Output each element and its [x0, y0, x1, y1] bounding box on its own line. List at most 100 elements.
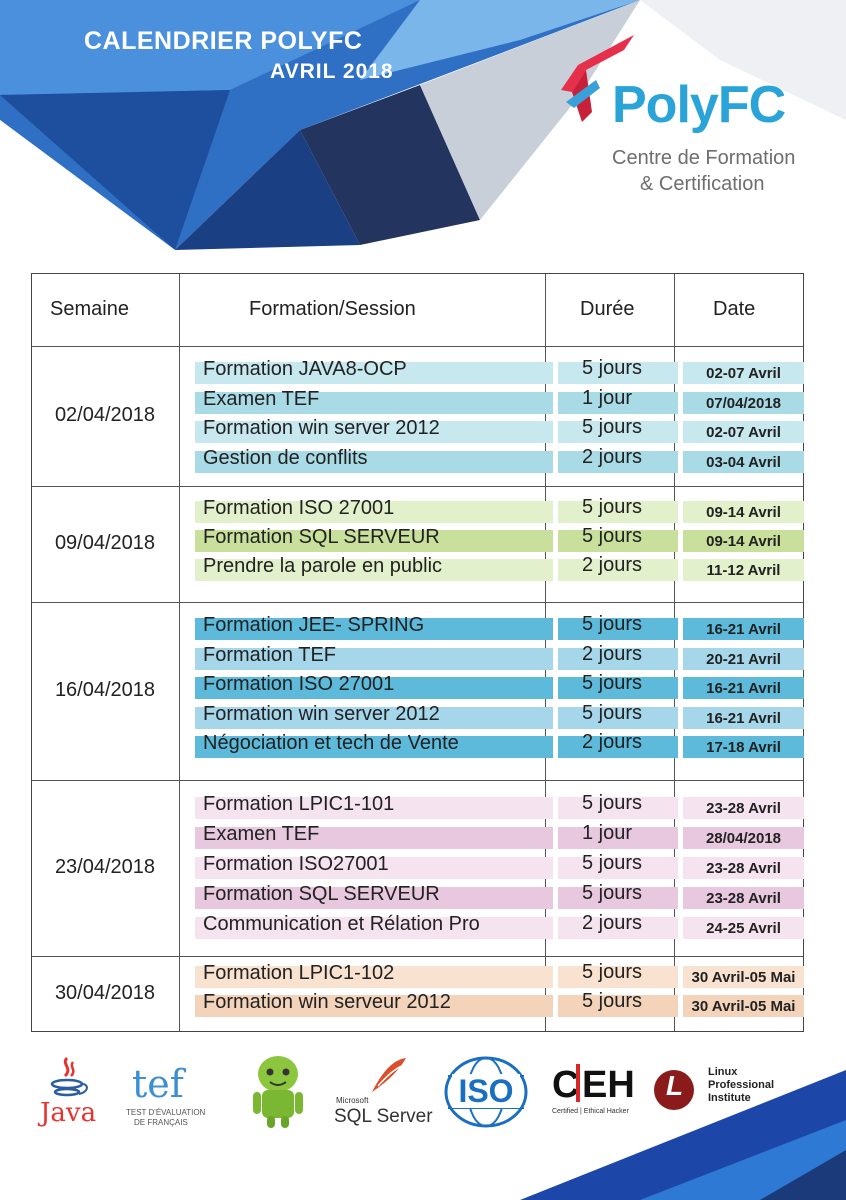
date-cell: 20-21 Avril: [706, 650, 781, 668]
row-highlight: [195, 501, 553, 523]
column-header-date: Date: [713, 298, 756, 320]
row-highlight: [683, 917, 804, 939]
row-highlight: [195, 995, 553, 1017]
java-label: Java: [40, 1098, 97, 1128]
tef-line2: DE FRANÇAIS: [134, 1118, 188, 1127]
row-highlight: [558, 501, 678, 523]
sql-server-small: Microsoft: [336, 1096, 369, 1105]
duree-cell: 2 jours: [582, 642, 643, 665]
table-row: Négociation et tech de Vente 2 jours 17-18…: [187, 731, 804, 758]
row-highlight: [683, 618, 804, 640]
lpi-badge-icon: [654, 1070, 694, 1110]
table-row: Formation JEE- SPRING 5 jours 16-21 Avril: [187, 613, 804, 640]
formation-cell: Formation win serveur 2012: [203, 991, 451, 1013]
duree-cell: 2 jours: [582, 554, 643, 576]
row-highlight: [683, 559, 804, 581]
partner-logos: Java tef TEST D'ÉVALUATION DE FRANÇAIS M…: [0, 1040, 846, 1140]
row-highlight: [558, 618, 678, 640]
ceh-letter-c: C: [552, 1064, 580, 1106]
row-highlight: [558, 706, 678, 729]
ceh-letters-eh: EH: [582, 1064, 635, 1106]
date-cell: 11-12 Avril: [706, 562, 781, 579]
row-highlight: [558, 421, 678, 443]
row-highlight: [683, 362, 804, 384]
java-logo: Java: [38, 1054, 98, 1134]
formation-cell: Formation JAVA8-OCP: [203, 358, 407, 380]
duree-cell: 2 jours: [582, 912, 643, 934]
table-row: Formation ISO 27001 5 jours 16-21 Avril: [187, 672, 804, 699]
date-cell: 07/04/2018: [705, 394, 782, 412]
duree-cell: 5 jours: [582, 852, 643, 874]
row-highlight: [195, 421, 553, 443]
row-highlight: [558, 797, 678, 819]
week-label: 30/04/2018: [54, 981, 156, 1004]
duree-cell: 5 jours: [582, 613, 643, 635]
row-highlight: [558, 887, 678, 909]
row-highlight: [683, 647, 804, 670]
row-highlight: [558, 677, 678, 699]
row-highlight: [558, 559, 678, 581]
calendar-title: CALENDRIER POLYFC: [84, 27, 363, 55]
lpi-line2: Professional: [708, 1079, 775, 1091]
row-highlight: [558, 857, 678, 879]
date-cell: 02-07 Avril: [706, 365, 781, 382]
row-highlight: [683, 421, 804, 443]
row-highlight: [683, 530, 804, 552]
sql-server-logo: Microsoft SQL Server: [332, 1056, 433, 1132]
row-highlight: [683, 995, 804, 1017]
table-row: Gestion de conflits 2 jours 03-04 Avril: [187, 446, 804, 473]
duree-cell: 2 jours: [582, 731, 643, 753]
date-cell: 16-21 Avril: [706, 709, 781, 727]
row-highlight: [195, 677, 553, 699]
formation-cell: Gestion de conflits: [203, 446, 368, 469]
duree-cell: 1 jour: [582, 386, 633, 409]
polyfc-logo: PolyFC Centre de Formation & Certificati…: [556, 30, 826, 200]
formation-cell: Prendre la parole en public: [203, 555, 443, 577]
row-highlight: [558, 450, 678, 473]
date-cell: 09-14 Avril: [706, 533, 781, 550]
duree-cell: 5 jours: [582, 882, 643, 904]
week-label: 16/04/2018: [54, 679, 156, 701]
row-highlight: [195, 647, 553, 670]
formation-cell: Formation TEF: [203, 643, 336, 666]
row-highlight: [195, 618, 553, 640]
date-cell: 23-28 Avril: [706, 890, 781, 907]
table-row: Formation ISO 27001 5 jours 09-14 Avril: [187, 496, 804, 523]
row-highlight: [683, 706, 804, 729]
date-cell: 24-25 Avril: [706, 920, 781, 937]
table-row: Prendre la parole en public 2 jours 11-12 …: [187, 554, 804, 581]
date-cell: 02-07 Avril: [706, 424, 781, 441]
date-cell: 16-21 Avril: [706, 621, 781, 638]
table-row: Formation win server 2012 5 jours 16-21 Av…: [187, 702, 804, 729]
table-row: Formation win server 2012 5 jours 02-07 Av…: [187, 416, 804, 443]
formation-cell: Formation ISO 27001: [203, 497, 395, 519]
table-row: Examen TEF 1 jour 28/04/2018: [187, 822, 804, 849]
duree-cell: 5 jours: [582, 416, 643, 438]
java-cup-icon: [50, 1056, 88, 1097]
row-highlight: [195, 917, 553, 939]
table-row: Formation TEF 2 jours 20-21 Avril: [187, 643, 804, 670]
table-row: Formation ISO27001 5 jours 23-28 Avril: [187, 852, 804, 879]
date-cell: 23-28 Avril: [706, 860, 781, 877]
formation-cell: Formation SQL SERVEUR: [203, 883, 440, 905]
row-highlight: [195, 559, 553, 581]
formation-cell: Formation ISO 27001: [203, 673, 395, 695]
table-row: Formation SQL SERVEUR 5 jours 23-28 Avril: [187, 882, 804, 909]
row-highlight: [558, 827, 678, 849]
formation-cell: Examen TEF: [203, 387, 320, 410]
formation-cell: Formation SQL SERVEUR: [203, 526, 440, 548]
polyfc-logo-word: PolyFC: [612, 76, 786, 134]
table-row: Formation win serveur 2012 5 jours 30 Avri…: [187, 990, 804, 1017]
android-logo: [250, 1052, 306, 1132]
date-cell: 03-04 Avril: [706, 453, 781, 471]
table-row: Communication et Rélation Pro 2 jours 24-2…: [187, 912, 804, 939]
formation-cell: Négociation et tech de Vente: [203, 732, 459, 754]
formation-cell: Formation ISO27001: [203, 853, 389, 875]
week-label: 09/04/2018: [54, 532, 156, 554]
row-highlight: [558, 736, 678, 758]
date-cell: 16-21 Avril: [706, 680, 781, 697]
polyfc-logo-line1: Centre de Formation: [612, 147, 796, 169]
formation-cell: Formation LPIC1-101: [203, 793, 395, 815]
iso-label: ISO: [452, 1074, 520, 1108]
lpi-logo: L Linux Professional Institute: [654, 1066, 794, 1122]
